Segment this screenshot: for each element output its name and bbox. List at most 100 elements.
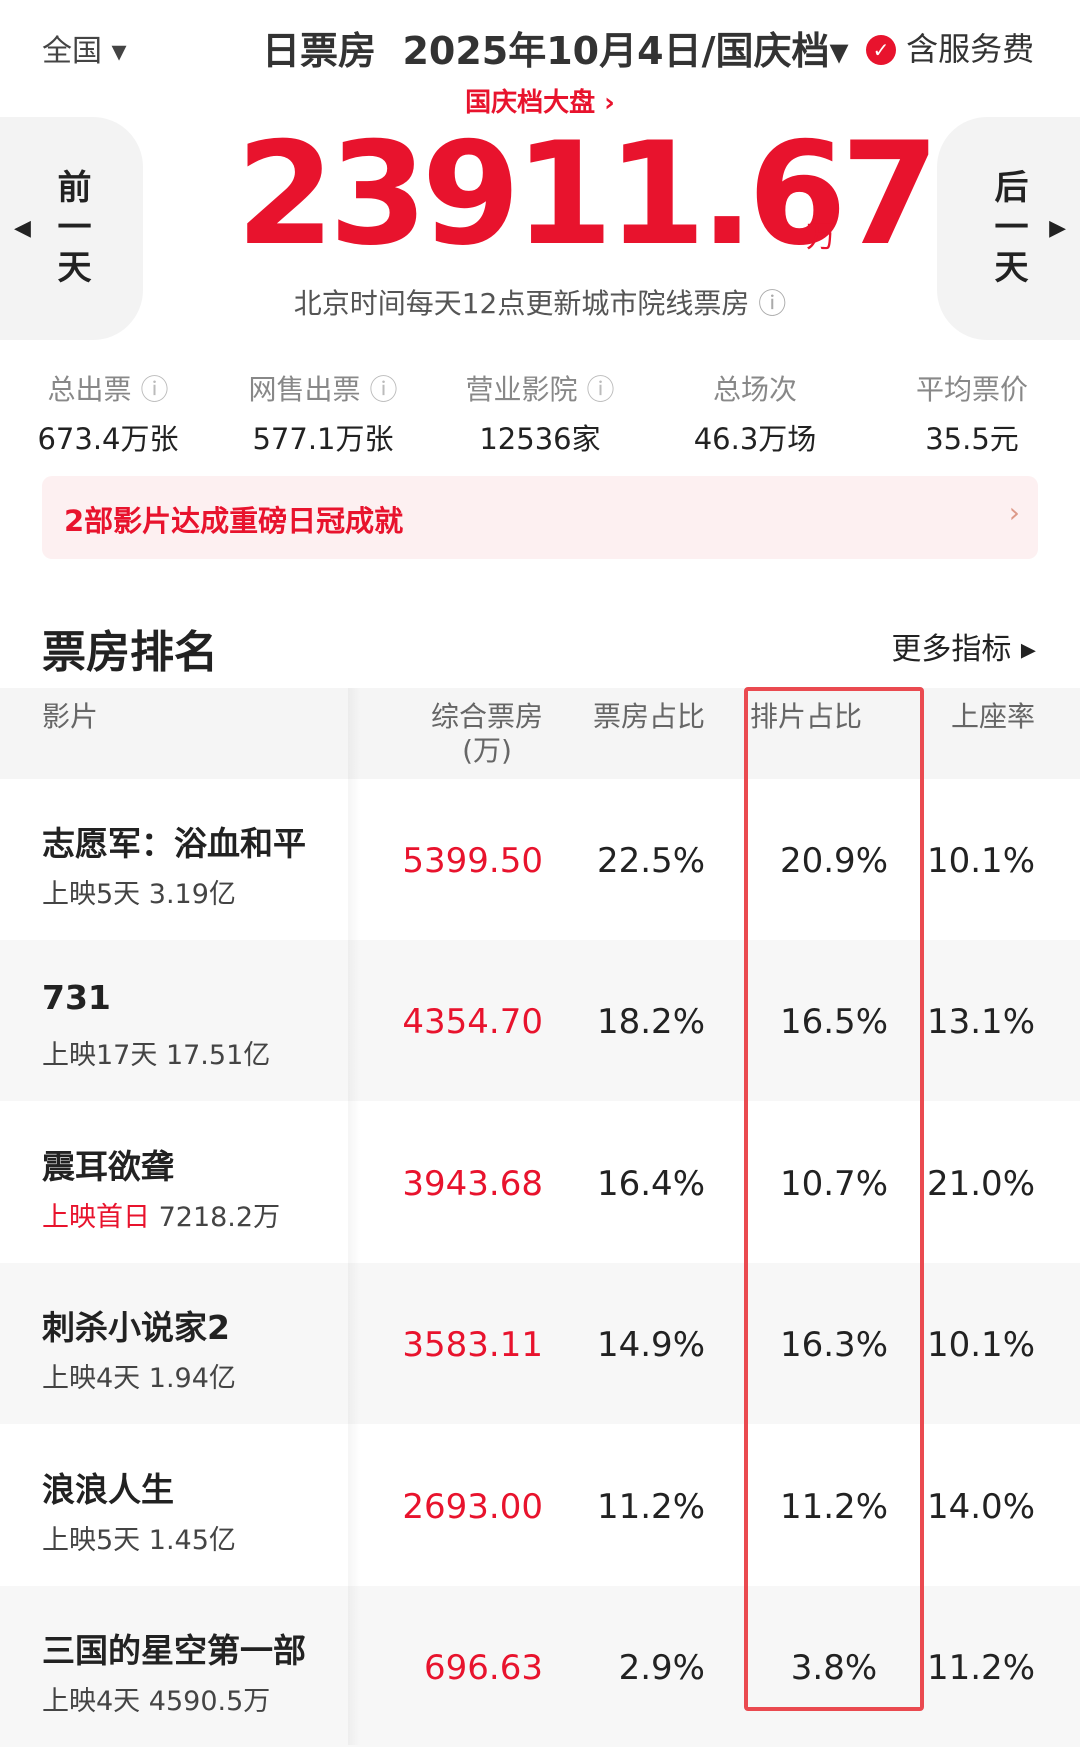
cumulative: 3.19亿 — [148, 879, 236, 910]
box-office: 3583.11 — [402, 1325, 543, 1366]
cumulative: 4590.5万 — [148, 1686, 271, 1717]
title: 日票房 — [262, 29, 377, 73]
occupancy: 14.0% — [926, 1486, 1035, 1527]
column-header: 排片占比 — [750, 700, 862, 734]
release: 上映4天 — [42, 1686, 141, 1717]
movie-row[interactable] — [0, 1586, 1080, 1747]
stat-value: 577.1万张 — [252, 422, 394, 456]
date: 2025年10月4日/国庆档 — [402, 29, 830, 73]
link[interactable]: 国庆档大盘 › — [465, 88, 615, 118]
movie-row[interactable] — [0, 1263, 1080, 1425]
box-share: 18.2% — [596, 1002, 705, 1043]
total: 23911.67 — [236, 112, 940, 277]
screening-share: 16.3% — [779, 1325, 888, 1366]
service-toggle[interactable]: ✓ 含服务费 — [866, 24, 1034, 70]
alert-box[interactable]: 2部影片达成重磅日冠成就 › — [42, 476, 1038, 559]
stat: 营业影院 ⓘ 12536家 — [435, 368, 645, 458]
movie-name: 刺杀小说家2 — [42, 1308, 230, 1348]
cumulative: 1.45亿 — [148, 1524, 236, 1556]
prev-day[interactable]: ◀ 前一天 — [0, 117, 143, 340]
screening-share: 20.9% — [779, 841, 888, 881]
stat-value: 35.5元 — [925, 422, 1019, 456]
column-header: 影片 — [42, 700, 98, 734]
box-share: 2.9% — [618, 1648, 705, 1688]
movie-name: 震耳欲聋 — [42, 1146, 174, 1186]
occupancy: 11.2% — [926, 1648, 1035, 1688]
note: 北京时间每天12点更新城市院线票房 — [293, 287, 750, 320]
screening-share: 11.2% — [779, 1486, 888, 1527]
total-unit: 万 — [806, 220, 836, 255]
stat-label: 总出票 — [47, 373, 132, 406]
box-office: 696.63 — [424, 1648, 543, 1688]
link-text: 国庆档大盘 — [465, 88, 596, 118]
next-day[interactable]: 后一天 ▶ — [937, 117, 1080, 340]
release: 上映17天 — [42, 1040, 158, 1072]
note-line: 北京时间每天12点更新城市院线票房 ⓘ — [293, 287, 787, 320]
prev: 前一天 — [51, 168, 91, 289]
column-label: 影片 — [42, 700, 99, 733]
more[interactable]: 更多指标 ▸ — [891, 632, 1036, 667]
release: 上映4天 — [42, 1363, 141, 1395]
stat: 总场次 46.3万场 — [650, 368, 860, 458]
movie-row[interactable] — [0, 779, 1080, 940]
ranking-title: 票房排名 — [42, 627, 218, 678]
service: 含服务费 — [906, 30, 1035, 68]
box-office: 3943.68 — [402, 1163, 543, 1204]
stat-value: 673.4万张 — [37, 422, 179, 456]
stat: 平均票价 35.5元 — [867, 368, 1077, 458]
box-office: 2693.00 — [402, 1486, 543, 1527]
region: 全国 — [42, 34, 102, 69]
column-header: 票房占比 — [593, 700, 705, 734]
stat-value: 46.3万场 — [693, 422, 817, 456]
occupancy: 13.1% — [926, 1002, 1035, 1043]
box-share: 22.5% — [596, 841, 705, 881]
column-unit: (万) — [462, 734, 512, 767]
cumulative: 1.94亿 — [148, 1363, 236, 1395]
movie-row[interactable] — [0, 940, 1080, 1102]
screening-share: 16.5% — [779, 1002, 888, 1043]
more-text: 更多指标 — [891, 632, 1012, 667]
movie-name: 三国的星空第一部 — [42, 1631, 306, 1670]
alert: 2部影片达成重磅日冠成就 — [64, 504, 404, 538]
movie-name: 731 — [42, 978, 111, 1018]
column-label: 排片占比 — [750, 700, 863, 733]
next: 后一天 — [988, 168, 1028, 289]
region-select[interactable]: 全国 ▾ — [42, 34, 127, 69]
stat-label: 平均票价 — [915, 373, 1028, 406]
cumulative: 17.51亿 — [165, 1040, 271, 1072]
column-header: 综合票房 (万) — [431, 700, 543, 768]
release: 上映首日 — [42, 1201, 150, 1233]
box-office: 5399.50 — [402, 841, 543, 881]
stat-label: 营业影院 — [465, 373, 578, 406]
box-share: 14.9% — [596, 1325, 705, 1366]
box-share: 16.4% — [596, 1163, 705, 1204]
shadow — [348, 688, 360, 1745]
occupancy: 10.1% — [926, 1325, 1035, 1366]
screening-share: 3.8% — [790, 1648, 878, 1688]
screening-share: 10.7% — [779, 1163, 888, 1204]
movie-row[interactable] — [0, 1101, 1080, 1263]
box-office: 4354.70 — [402, 1002, 543, 1043]
column-label: 票房占比 — [592, 700, 705, 733]
release: 上映5天 — [42, 1524, 141, 1556]
movie-row[interactable] — [0, 1424, 1080, 1586]
cumulative: 7218.2万 — [158, 1201, 281, 1233]
highlight-box — [744, 687, 924, 1711]
stat-value: 12536家 — [479, 422, 601, 456]
column-label: 上座率 — [950, 700, 1035, 733]
column-label: 综合票房 — [430, 700, 543, 733]
column-header: 上座率 — [951, 700, 1035, 734]
box-share: 11.2% — [596, 1486, 705, 1527]
movie-name: 志愿军：浴血和平 — [42, 824, 306, 863]
stat-label: 总场次 — [712, 373, 797, 406]
release: 上映5天 — [42, 879, 141, 910]
movie-name: 浪浪人生 — [42, 1469, 174, 1509]
stat: 网售出票 ⓘ 577.1万张 — [218, 368, 428, 458]
occupancy: 21.0% — [926, 1163, 1035, 1204]
table-header — [0, 688, 1080, 779]
occupancy: 10.1% — [926, 841, 1035, 881]
stat-label: 网售出票 — [248, 373, 361, 406]
date-select[interactable]: 日票房 2025年10月4日/国庆档▾ — [262, 29, 849, 73]
stat: 总出票 ⓘ 673.4万张 — [3, 368, 213, 458]
